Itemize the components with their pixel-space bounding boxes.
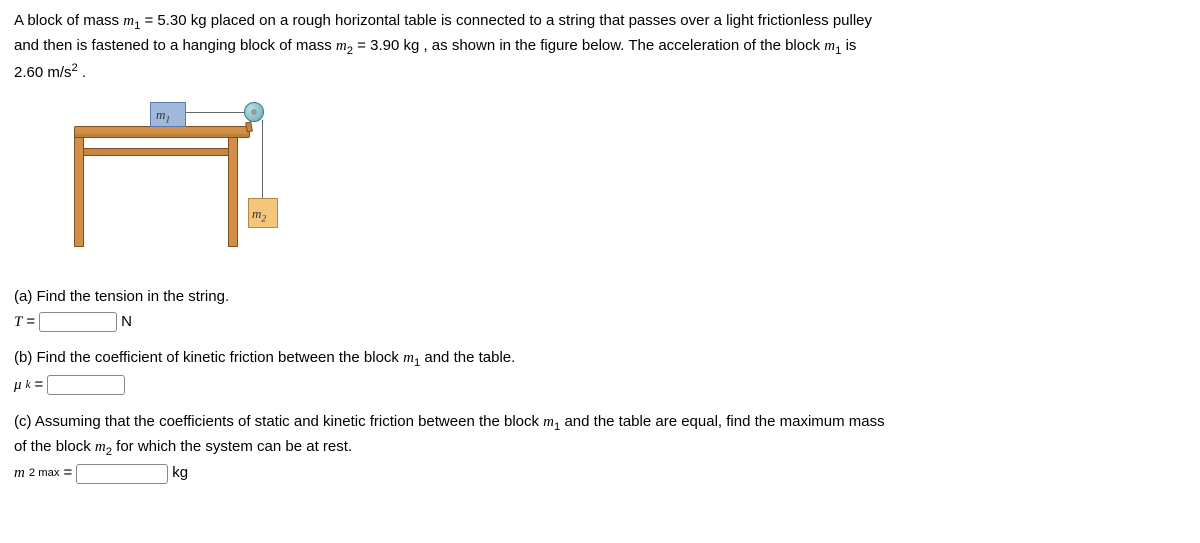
part-c-line2-2: for which the system can be at rest. — [116, 438, 352, 455]
part-b: (b) Find the coefficient of kinetic fric… — [14, 347, 1186, 396]
eq1-text: = 5.30 kg placed on a rough horizontal t… — [145, 12, 873, 29]
m2-sub: 2 — [347, 45, 353, 57]
accel-value: 2.60 m/s — [14, 64, 72, 81]
m2-symbol: m — [336, 38, 347, 54]
part-c-m2-sub: 2 — [106, 446, 112, 458]
m1-symbol: m — [123, 13, 134, 29]
part-c-m1: m — [543, 414, 554, 430]
m1-sub: 1 — [134, 20, 140, 32]
intro-text-1: A block of mass — [14, 12, 123, 29]
table-leg-right — [228, 137, 238, 247]
m2max-input[interactable] — [76, 464, 168, 484]
eq2-text: = 3.90 kg , as shown in the figure below… — [357, 37, 824, 54]
problem-statement: A block of mass m1 = 5.30 kg placed on a… — [14, 10, 1186, 84]
pulley-bracket — [245, 122, 253, 133]
figure: m1 m2 — [74, 92, 314, 272]
part-c-m2: m — [95, 439, 106, 455]
m1-symbol-again: m — [824, 38, 835, 54]
part-b-text-1: (b) Find the coefficient of kinetic fric… — [14, 349, 403, 366]
part-c: (c) Assuming that the coefficients of st… — [14, 411, 1186, 485]
part-a: (a) Find the tension in the string. T = … — [14, 286, 1186, 333]
part-c-answer-line: m2 max = kg — [14, 462, 1186, 485]
accel-dot: . — [78, 64, 86, 81]
intro-text-2: and then is fastened to a hanging block … — [14, 37, 336, 54]
part-a-prompt: (a) Find the tension in the string. — [14, 286, 1186, 309]
part-c-line2-1: of the block — [14, 438, 95, 455]
part-c-text-1: (c) Assuming that the coefficients of st… — [14, 413, 543, 430]
part-c-text-2: and the table are equal, find the maximu… — [564, 413, 884, 430]
m2max-sub: 2 max — [29, 465, 60, 482]
m2max-symbol: m — [14, 462, 25, 485]
table-leg-left — [74, 137, 84, 247]
equals-b: = — [35, 374, 44, 397]
m2max-unit: kg — [172, 462, 188, 485]
part-b-m1-sub: 1 — [414, 357, 420, 369]
part-a-answer-line: T = N — [14, 311, 1186, 334]
equals-a: = — [26, 311, 35, 334]
part-c-prompt: (c) Assuming that the coefficients of st… — [14, 411, 1186, 461]
table-apron — [74, 148, 238, 156]
equals-c: = — [63, 462, 72, 485]
tension-symbol: T — [14, 311, 22, 334]
part-b-m1: m — [403, 350, 414, 366]
tension-unit: N — [121, 311, 132, 334]
part-b-answer-line: μk = — [14, 374, 1186, 397]
string-horizontal — [186, 112, 248, 113]
mu-symbol: μ — [14, 374, 22, 397]
tension-input[interactable] — [39, 312, 117, 332]
block-m1-label: m1 — [156, 105, 170, 128]
part-b-text-2: and the table. — [424, 349, 515, 366]
part-c-m1-sub: 1 — [554, 421, 560, 433]
m1-again-sub: 1 — [835, 45, 841, 57]
string-vertical — [262, 120, 263, 198]
part-b-prompt: (b) Find the coefficient of kinetic fric… — [14, 347, 1186, 372]
block-m2-label: m2 — [252, 204, 266, 227]
mu-k-input[interactable] — [47, 375, 125, 395]
is-text: is — [846, 37, 857, 54]
mu-sub: k — [26, 377, 31, 394]
